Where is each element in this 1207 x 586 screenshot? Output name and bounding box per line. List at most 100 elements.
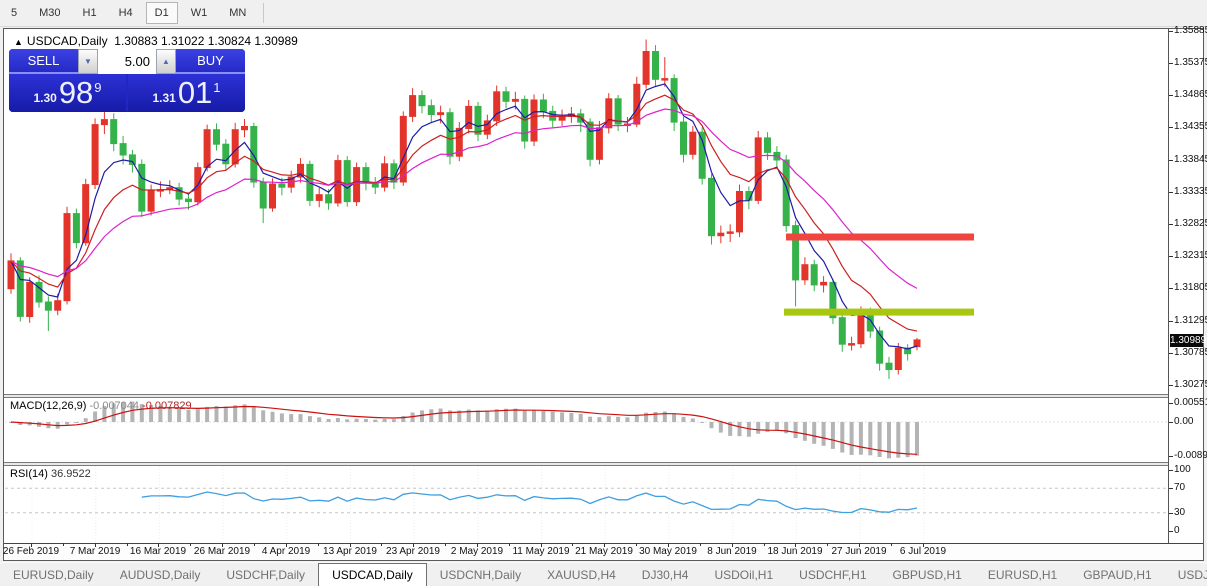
date-minor-tick bbox=[700, 543, 701, 546]
date-axis-label: 7 Mar 2019 bbox=[69, 546, 121, 557]
timeframe-button-d1[interactable]: D1 bbox=[145, 2, 178, 24]
chart-tab-dj30-h4[interactable]: DJ30,H4 bbox=[641, 567, 689, 582]
price-axis-label: 1.33845 bbox=[1174, 154, 1207, 165]
buy-button[interactable]: BUY bbox=[176, 49, 245, 74]
chart-tab-xauusd-h4[interactable]: XAUUSD,H4 bbox=[547, 567, 616, 582]
price-axis[interactable]: 1.35885 1.35375 1.34865 1.34355 1.33845 1.333… bbox=[1168, 25, 1207, 543]
timeframe-button-h4[interactable]: H4 bbox=[118, 7, 133, 19]
macd-signal-value: -0.007829 bbox=[142, 400, 192, 412]
date-axis-label: 26 Feb 2019 bbox=[2, 546, 60, 557]
chart-tab-usdcnh-daily[interactable]: USDCNH,Daily bbox=[439, 567, 522, 582]
pane-splitter[interactable] bbox=[4, 394, 1203, 398]
macd-chart bbox=[5, 401, 1168, 459]
rsi-label: RSI(14) 36.9522 bbox=[10, 468, 91, 480]
rsi-axis-label: 70 bbox=[1174, 482, 1186, 493]
price-axis-label: 1.33335 bbox=[1174, 186, 1207, 197]
axis-tick bbox=[1169, 95, 1173, 96]
timeframe-button-m30[interactable]: M30 bbox=[39, 7, 61, 19]
date-tick bbox=[158, 543, 159, 547]
date-axis-label: 4 Apr 2019 bbox=[261, 546, 311, 557]
date-tick bbox=[413, 543, 414, 547]
axis-tick bbox=[1169, 288, 1173, 289]
date-tick bbox=[222, 543, 223, 547]
date-axis-label: 6 Jul 2019 bbox=[899, 546, 947, 557]
axis-tick bbox=[1169, 385, 1173, 386]
price-axis-label: 1.31805 bbox=[1174, 282, 1207, 293]
sell-price-prefix: 1.30 bbox=[33, 91, 57, 105]
date-minor-tick bbox=[891, 543, 892, 546]
date-minor-tick bbox=[636, 543, 637, 546]
chart-tab-eurusd-h1[interactable]: EURUSD,H1 bbox=[987, 567, 1058, 582]
chart-tab-bar: EURUSD,Daily AUDUSD,Daily USDCHF,Daily USDC… bbox=[0, 562, 1207, 586]
date-axis-label: 18 Jun 2019 bbox=[767, 546, 823, 557]
chart-tab-eurusd-daily[interactable]: EURUSD,Daily bbox=[13, 567, 94, 582]
rsi-axis-label: 0 bbox=[1174, 525, 1180, 536]
date-tick bbox=[286, 543, 287, 547]
date-tick bbox=[31, 543, 32, 547]
macd-axis-label: 0.005512 bbox=[1174, 397, 1207, 408]
timeframe-button-w1[interactable]: W1 bbox=[190, 7, 208, 19]
axis-tick bbox=[1169, 456, 1173, 457]
sell-price-display[interactable]: 1.30 98 9 bbox=[9, 74, 126, 112]
date-axis-label: 13 Apr 2019 bbox=[323, 546, 377, 557]
macd-label: MACD(12,26,9) -0.007044 -0.007829 bbox=[10, 400, 192, 412]
price-axis-label: 1.30275 bbox=[1174, 379, 1207, 390]
timeframe-button-h1[interactable]: H1 bbox=[82, 7, 97, 19]
chart-tab-audusd-daily[interactable]: AUDUSD,Daily bbox=[119, 567, 201, 582]
date-tick bbox=[668, 543, 669, 547]
toolbar-separator bbox=[263, 3, 265, 23]
one-click-trading-panel: SELL ▼ ▲ BUY 1.30 98 9 1.31 01 1 bbox=[9, 49, 245, 112]
date-axis-label: 21 May 2019 bbox=[575, 546, 633, 557]
chart-tab-usdoil-h1[interactable]: USDOil,H1 bbox=[714, 567, 774, 582]
timeframe-button-mn[interactable]: MN bbox=[229, 7, 247, 19]
pane-splitter[interactable] bbox=[4, 462, 1203, 466]
date-minor-tick bbox=[764, 543, 765, 546]
price-axis-label: 1.30785 bbox=[1174, 347, 1207, 358]
volume-increase-button[interactable]: ▲ bbox=[156, 49, 176, 74]
price-axis-label: 1.31295 bbox=[1174, 315, 1207, 326]
date-axis[interactable]: 26 Feb 2019 7 Mar 2019 16 Mar 2019 26 Mar 2… bbox=[3, 543, 1203, 560]
chart-tab-usdjp[interactable]: USDJP bbox=[1177, 567, 1207, 582]
date-axis-label: 26 Mar 2019 bbox=[193, 546, 251, 557]
macd-pane[interactable] bbox=[5, 398, 1168, 462]
chart-tab-usdchf-daily[interactable]: USDCHF,Daily bbox=[226, 567, 306, 582]
date-tick bbox=[732, 543, 733, 547]
date-tick bbox=[795, 543, 796, 547]
one-click-collapse-icon[interactable]: ▲ bbox=[14, 37, 23, 47]
date-tick bbox=[477, 543, 478, 547]
axis-tick bbox=[1169, 531, 1173, 532]
price-axis-label: 1.32825 bbox=[1174, 218, 1207, 229]
axis-tick bbox=[1169, 403, 1173, 404]
axis-tick bbox=[1169, 353, 1173, 354]
date-minor-tick bbox=[318, 543, 319, 546]
chevron-down-icon: ▼ bbox=[84, 56, 92, 66]
timeframe-button-5[interactable]: 5 bbox=[11, 7, 18, 19]
chart-tab-gbpusd-h1[interactable]: GBPUSD,H1 bbox=[892, 567, 962, 582]
axis-tick bbox=[1169, 488, 1173, 489]
rsi-pane[interactable] bbox=[5, 466, 1168, 543]
price-axis-label: 1.34865 bbox=[1174, 89, 1207, 100]
axis-tick bbox=[1169, 63, 1173, 64]
rsi-chart bbox=[5, 466, 1168, 543]
candlestick-chart bbox=[7, 39, 974, 379]
volume-decrease-button[interactable]: ▼ bbox=[78, 49, 98, 74]
macd-axis-label: 0.00 bbox=[1174, 416, 1194, 427]
volume-input[interactable] bbox=[98, 49, 156, 74]
chart-window: 26 Feb 2019 7 Mar 2019 16 Mar 2019 26 Mar 2… bbox=[3, 25, 1207, 561]
chart-tab-gbpaud-h1[interactable]: GBPAUD,H1 bbox=[1083, 567, 1152, 582]
buy-price-display[interactable]: 1.31 01 1 bbox=[128, 74, 245, 112]
axis-tick bbox=[1169, 192, 1173, 193]
chart-tab-usdchf-h1[interactable]: USDCHF,H1 bbox=[799, 567, 867, 582]
chart-title: ▲ USDCAD,Daily 1.30883 1.31022 1.30824 1.… bbox=[14, 34, 298, 48]
axis-tick bbox=[1169, 470, 1173, 471]
date-axis-label: 2 May 2019 bbox=[450, 546, 504, 557]
sell-button[interactable]: SELL bbox=[9, 49, 78, 74]
buy-price-prefix: 1.31 bbox=[152, 91, 176, 105]
date-minor-tick bbox=[190, 543, 191, 546]
chart-tab-usdcad-daily[interactable]: USDCAD,Daily bbox=[318, 563, 427, 586]
axis-divider bbox=[4, 543, 1203, 544]
date-axis-label: 23 Apr 2019 bbox=[386, 546, 440, 557]
date-tick bbox=[604, 543, 605, 547]
chart-ohlc-values: 1.30883 1.31022 1.30824 1.30989 bbox=[114, 34, 298, 48]
axis-tick bbox=[1169, 224, 1173, 225]
